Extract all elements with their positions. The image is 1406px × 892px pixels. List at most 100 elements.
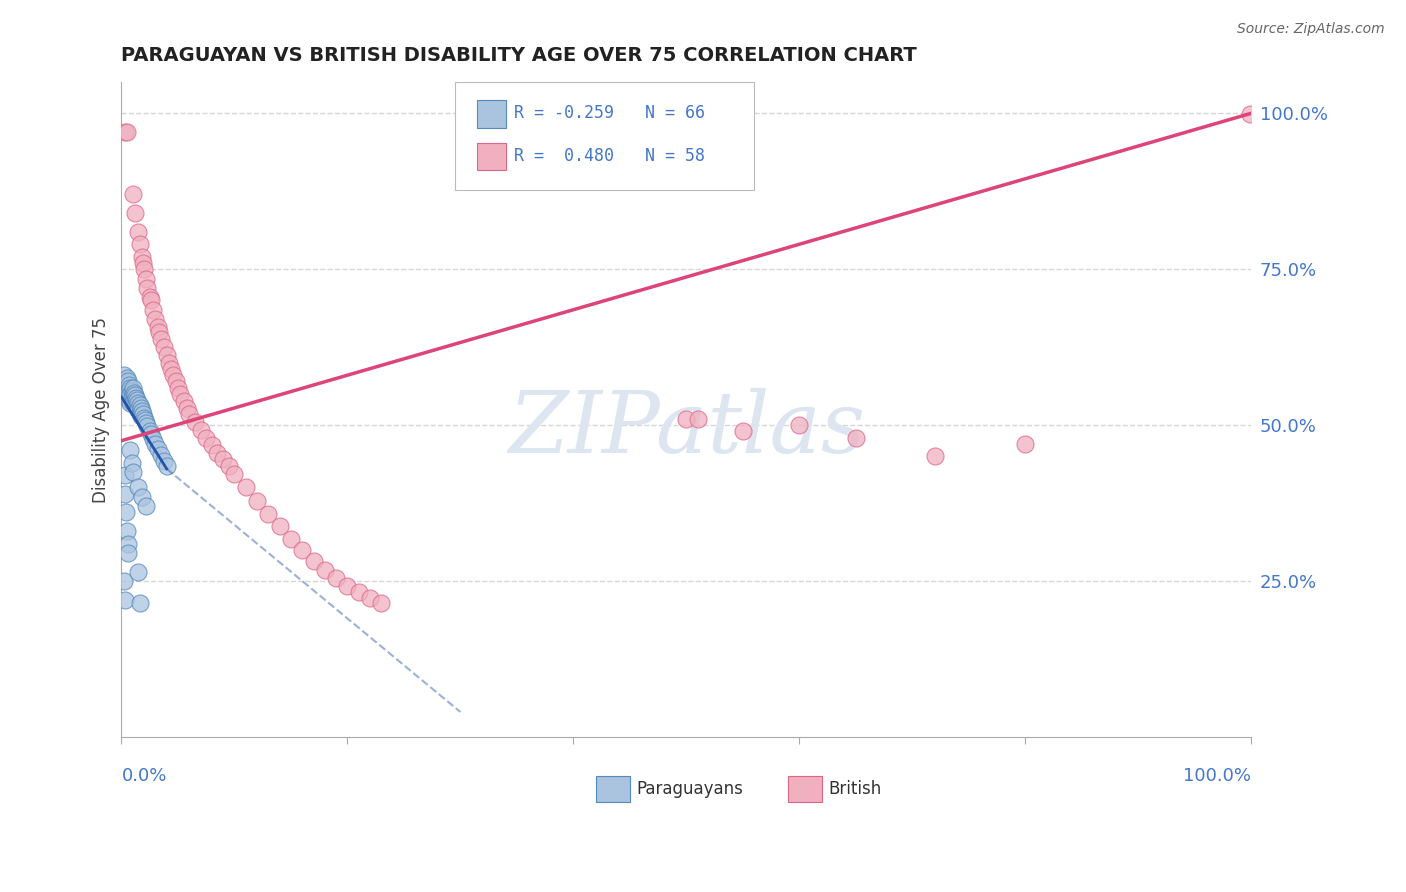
Point <box>127 565 149 579</box>
Point <box>173 394 195 409</box>
Point <box>246 494 269 508</box>
Point <box>117 546 139 560</box>
Point <box>122 385 145 400</box>
Point <box>138 425 160 439</box>
FancyBboxPatch shape <box>789 776 823 803</box>
Point <box>131 404 153 418</box>
Point <box>924 450 946 464</box>
Point <box>146 319 169 334</box>
FancyBboxPatch shape <box>596 776 630 803</box>
Text: 100.0%: 100.0% <box>1184 766 1251 785</box>
Point <box>136 281 159 295</box>
Point <box>128 596 150 610</box>
Point <box>131 490 153 504</box>
Point <box>114 377 136 392</box>
Point <box>120 381 142 395</box>
Point <box>224 467 246 481</box>
Point <box>112 574 135 588</box>
Point <box>118 393 141 408</box>
Text: N = 58: N = 58 <box>644 147 704 165</box>
Point <box>114 125 136 139</box>
Point <box>789 418 811 433</box>
Point <box>121 465 143 479</box>
Point <box>135 416 157 430</box>
Point <box>115 125 138 139</box>
Point <box>132 410 155 425</box>
Point <box>114 592 136 607</box>
Point <box>122 393 145 408</box>
FancyBboxPatch shape <box>454 82 754 190</box>
Point <box>731 425 754 439</box>
Point <box>359 591 381 606</box>
Point <box>129 409 152 423</box>
Point <box>136 419 159 434</box>
Point <box>176 401 198 416</box>
Point <box>132 262 155 277</box>
Point <box>142 302 165 317</box>
Point <box>132 256 155 270</box>
Point <box>167 381 190 395</box>
Point <box>120 396 142 410</box>
Point <box>314 563 336 577</box>
Point <box>127 395 149 409</box>
Text: 0.0%: 0.0% <box>121 766 167 785</box>
Point <box>675 412 697 426</box>
Point <box>142 432 165 446</box>
Point <box>135 499 157 513</box>
Point <box>302 554 325 568</box>
Point <box>114 486 136 500</box>
Point <box>153 454 176 468</box>
Point <box>153 340 176 354</box>
Point <box>150 332 173 346</box>
Point <box>114 468 136 483</box>
Point <box>127 480 149 494</box>
Point <box>165 375 187 389</box>
Point <box>114 384 136 398</box>
Point <box>129 401 152 415</box>
Point <box>686 412 709 426</box>
Point <box>124 388 146 402</box>
Point <box>112 368 135 383</box>
Point <box>134 413 156 427</box>
Point <box>336 579 359 593</box>
Point <box>257 507 280 521</box>
Point <box>195 431 218 445</box>
Point <box>201 438 224 452</box>
Point <box>115 387 138 401</box>
Point <box>115 505 138 519</box>
Point <box>347 585 370 599</box>
Text: R =  0.480: R = 0.480 <box>513 147 613 165</box>
Point <box>128 406 150 420</box>
Point <box>143 312 166 326</box>
Point <box>115 375 138 389</box>
Point <box>280 532 302 546</box>
Point <box>121 390 143 404</box>
Point <box>169 387 191 401</box>
FancyBboxPatch shape <box>478 101 506 128</box>
Text: British: British <box>828 780 882 798</box>
Point <box>1239 107 1261 121</box>
Point <box>845 431 868 445</box>
Point <box>190 423 212 437</box>
Point <box>121 187 143 202</box>
Point <box>121 381 143 395</box>
Point <box>150 448 173 462</box>
Point <box>127 403 149 417</box>
Text: R = -0.259: R = -0.259 <box>513 104 613 122</box>
Point <box>235 480 257 494</box>
Point <box>139 427 162 442</box>
Point <box>157 356 180 370</box>
Point <box>117 390 139 404</box>
Point <box>291 542 314 557</box>
Point <box>124 206 146 220</box>
Point <box>146 442 169 456</box>
Point <box>127 401 149 415</box>
Point <box>115 381 138 395</box>
Point <box>218 459 240 474</box>
Point <box>207 445 229 459</box>
Point <box>128 398 150 412</box>
Point <box>1014 437 1036 451</box>
Point <box>160 362 183 376</box>
Point <box>115 371 138 385</box>
Point <box>121 396 143 410</box>
